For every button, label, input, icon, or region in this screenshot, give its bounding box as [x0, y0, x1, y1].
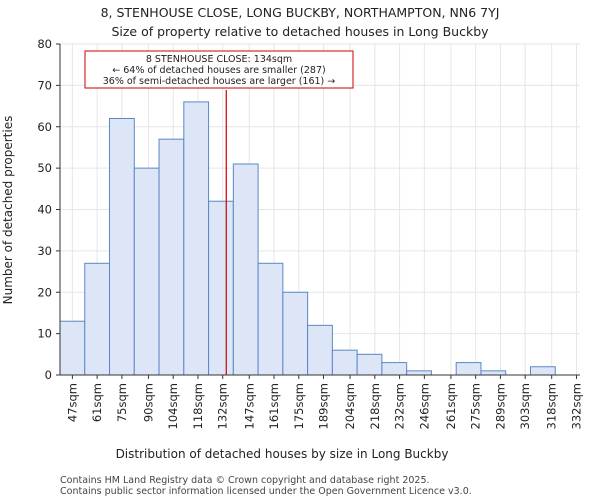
- x-tick-label: 104sqm: [166, 383, 180, 429]
- annotation-line-3: 36% of semi-detached houses are larger (…: [103, 76, 336, 87]
- x-tick-label: 204sqm: [343, 383, 357, 429]
- x-tick-label: 132sqm: [216, 383, 230, 429]
- y-tick-label: 0: [45, 368, 52, 382]
- histogram-bar: [381, 362, 408, 376]
- histogram-bar: [59, 320, 86, 376]
- x-tick-label: 175sqm: [292, 383, 306, 429]
- x-tick-label: 118sqm: [191, 383, 205, 429]
- x-tick-label: 189sqm: [317, 383, 331, 429]
- x-tick-label: 332sqm: [569, 383, 583, 429]
- x-tick-label: 161sqm: [267, 383, 281, 429]
- x-tick-label: 218sqm: [368, 383, 382, 429]
- x-tick-label: 261sqm: [444, 383, 458, 429]
- x-tick-label: 47sqm: [65, 383, 79, 422]
- histogram-bar: [455, 362, 482, 376]
- x-tick-label: 147sqm: [242, 383, 256, 429]
- y-tick-label: 50: [37, 161, 52, 175]
- annotation-line-1: 8 STENHOUSE CLOSE: 134sqm: [146, 54, 292, 65]
- histogram-bar: [232, 163, 259, 376]
- bars: [59, 101, 556, 376]
- histogram-bar: [257, 262, 284, 376]
- x-tick-label: 246sqm: [417, 383, 431, 429]
- footer-line-1: Contains HM Land Registry data © Crown c…: [60, 475, 430, 486]
- x-tick-label: 61sqm: [90, 383, 104, 422]
- x-tick-label: 75sqm: [115, 383, 129, 422]
- histogram-bar: [356, 353, 383, 376]
- annotation-line-2: ← 64% of detached houses are smaller (28…: [112, 65, 325, 76]
- y-tick-label: 70: [37, 78, 52, 92]
- x-tick-label: 232sqm: [393, 383, 407, 429]
- y-ticks: 0 10 20 30 40 50 60 70 80: [37, 37, 60, 382]
- chart-subtitle: Size of property relative to detached ho…: [111, 24, 489, 39]
- histogram-bar: [183, 101, 210, 376]
- histogram-bar: [109, 117, 135, 376]
- x-tick-label: 90sqm: [141, 383, 155, 422]
- x-tick-label: 318sqm: [545, 383, 559, 429]
- y-tick-label: 80: [37, 37, 52, 51]
- x-tick-label: 289sqm: [493, 383, 507, 429]
- histogram-bar: [307, 324, 333, 376]
- x-axis-label: Distribution of detached houses by size …: [116, 447, 449, 461]
- x-ticks: 47sqm 61sqm 75sqm 90sqm 104sqm 118sqm 132sqm 14…: [65, 375, 583, 429]
- histogram-bar: [158, 138, 185, 376]
- y-tick-label: 40: [37, 203, 52, 217]
- histogram-bar: [331, 349, 358, 376]
- y-tick-label: 20: [37, 285, 52, 299]
- annotation-border: [84, 50, 354, 89]
- histogram-bar: [480, 370, 507, 376]
- histogram-bar: [208, 200, 234, 376]
- y-axis-label: Number of detached properties: [1, 116, 15, 305]
- footer-line-2: Contains public sector information licen…: [60, 486, 472, 497]
- x-tick-label: 303sqm: [518, 383, 532, 429]
- annotation-box: 8 STENHOUSE CLOSE: 134sqm ← 64% of detac…: [84, 50, 354, 89]
- y-tick-label: 30: [37, 244, 52, 258]
- x-tick-label: 275sqm: [469, 383, 483, 429]
- histogram-bar: [529, 366, 556, 376]
- y-tick-label: 10: [37, 327, 52, 341]
- histogram-bar: [133, 167, 160, 376]
- histogram-bar: [84, 262, 111, 376]
- chart-title: 8, STENHOUSE CLOSE, LONG BUCKBY, NORTHAM…: [101, 5, 500, 20]
- histogram-bar: [282, 291, 309, 376]
- y-tick-label: 60: [37, 120, 52, 134]
- histogram-bar: [406, 370, 432, 376]
